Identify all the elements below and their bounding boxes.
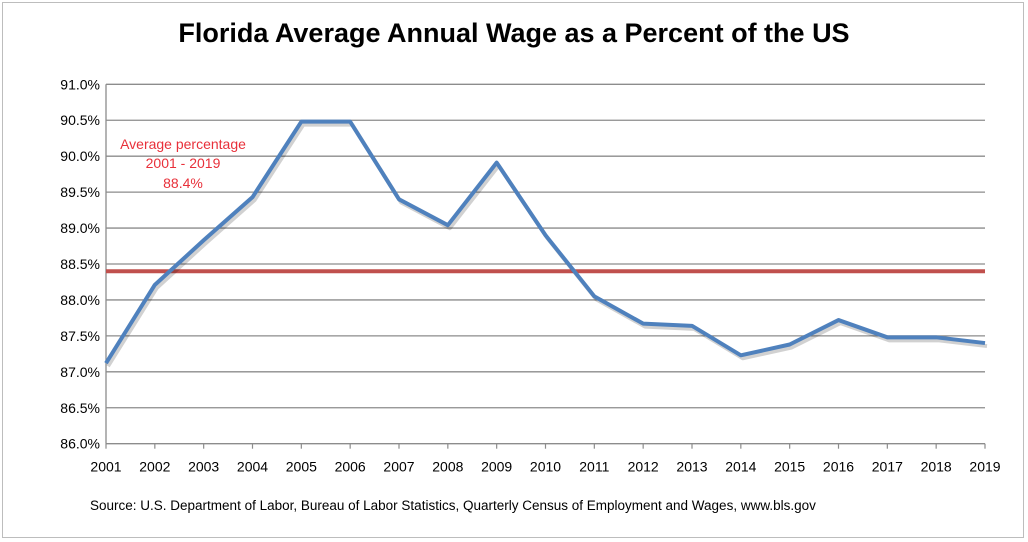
x-axis: 2001 2002 2003 2004 2005 2006 2007 2008 2009 2010…	[90, 84, 1001, 475]
annotation-line-1: Average percentage	[120, 136, 246, 152]
y-tick-label: 88.5%	[60, 256, 100, 272]
x-tick-label: 2001	[90, 459, 121, 475]
y-tick-label: 90.0%	[60, 148, 100, 164]
y-tick-label: 89.0%	[60, 220, 100, 236]
x-tick-label: 2007	[383, 459, 414, 475]
x-tick-label: 2015	[774, 459, 805, 475]
x-tick-label: 2008	[432, 459, 463, 475]
source-note: Source: U.S. Department of Labor, Bureau…	[90, 498, 816, 513]
x-tick-label: 2016	[823, 459, 854, 475]
series-shadow	[106, 122, 988, 368]
x-tick-label: 2019	[969, 459, 1000, 475]
x-tick-label: 2013	[676, 459, 707, 475]
x-tick-label: 2002	[139, 459, 170, 475]
x-tick-label: 2011	[579, 459, 609, 475]
y-tick-label: 90.5%	[60, 112, 100, 128]
y-tick-label: 86.0%	[60, 436, 100, 452]
annotation-line-3: 88.4%	[163, 175, 203, 191]
x-tick-label: 2006	[335, 459, 366, 475]
x-tick-label: 2010	[530, 459, 561, 475]
series	[104, 119, 988, 368]
y-tick-label: 87.5%	[60, 328, 100, 344]
average-annotation: Average percentage 2001 - 2019 88.4%	[120, 136, 246, 191]
x-tick-label: 2018	[921, 459, 952, 475]
y-tick-label: 89.5%	[60, 184, 100, 200]
x-tick-label: 2003	[188, 459, 219, 475]
y-tick-label: 87.0%	[60, 364, 100, 380]
y-tick-label: 91.0%	[60, 76, 100, 92]
x-tick-label: 2009	[481, 459, 512, 475]
x-tick-label: 2012	[628, 459, 659, 475]
annotation-line-2: 2001 - 2019	[146, 155, 221, 171]
x-tick-label: 2014	[725, 459, 756, 475]
series-line	[104, 119, 986, 365]
y-tick-label: 88.0%	[60, 292, 100, 308]
x-tick-label: 2017	[872, 459, 903, 475]
y-axis-ticks: 86.0% 86.5% 87.0% 87.5% 88.0% 88.5% 89.0% 89.5%…	[60, 76, 100, 451]
y-tick-label: 86.5%	[60, 400, 100, 416]
x-tick-label: 2005	[286, 459, 317, 475]
chart-title: Florida Average Annual Wage as a Percent…	[178, 18, 850, 48]
x-tick-label: 2004	[237, 459, 268, 475]
